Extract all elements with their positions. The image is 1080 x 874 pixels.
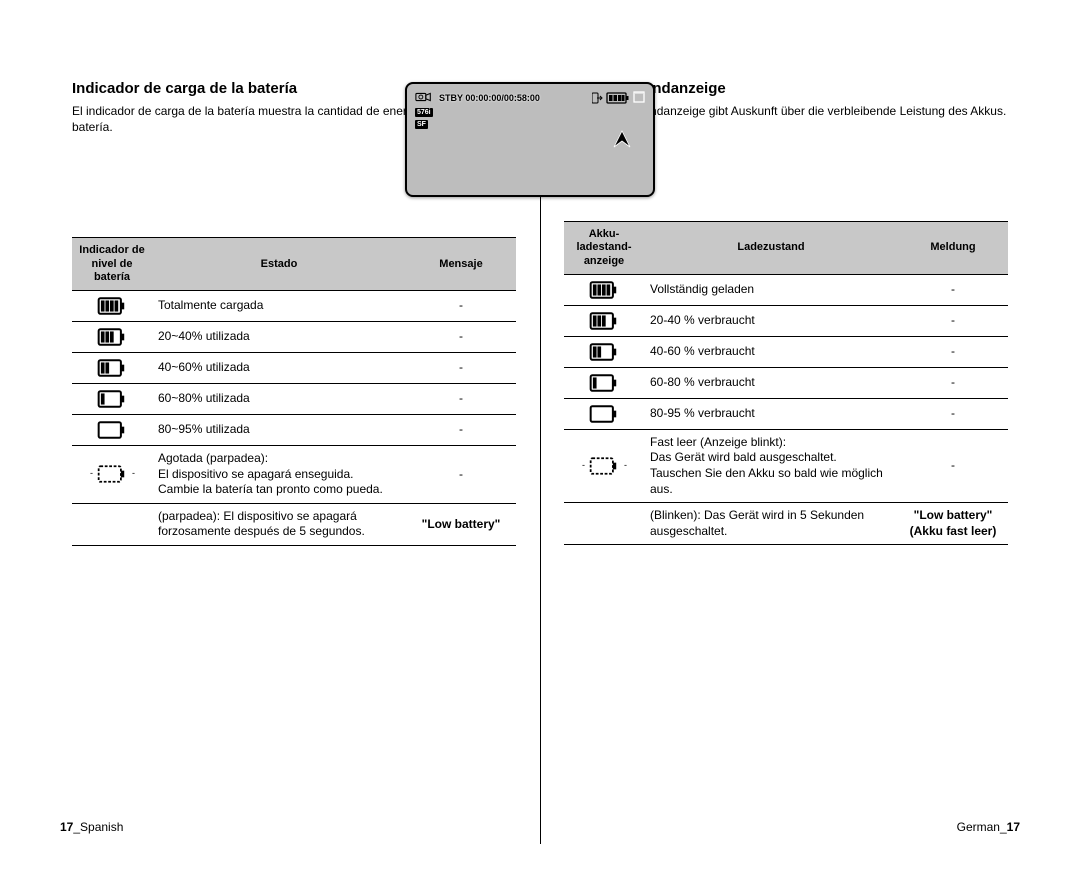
state-cell: (parpadea): El dispositivo se apagará fo… — [152, 503, 406, 545]
battery-level-2-icon — [92, 358, 132, 378]
th-icon-es: Indicador de nivel de batería — [72, 238, 152, 291]
battery-flash-icon: - - — [582, 456, 626, 476]
state-cell: 80~95% utilizada — [152, 414, 406, 445]
battery-level-4-icon — [584, 280, 624, 300]
table-row: 60~80% utilizada- — [72, 383, 516, 414]
tbody-de: Vollständig geladen-20-40 % verbraucht-4… — [564, 274, 1008, 545]
battery-level-3-icon — [92, 327, 132, 347]
battery-flash-icon: - - — [90, 464, 134, 484]
qual-badge: SF — [415, 120, 428, 129]
battery-level-2-icon — [584, 342, 624, 362]
table-row: Totalmente cargada- — [72, 290, 516, 321]
res-badge: 576i — [415, 108, 433, 117]
message-cell: - — [406, 445, 516, 503]
table-row: 20-40 % verbraucht- — [564, 305, 1008, 336]
lcd-preview: STBY 00:00:00/00:58:00 576i SF — [405, 82, 655, 197]
table-row: 80-95 % verbraucht- — [564, 398, 1008, 429]
battery-table-es: Indicador de nivel de batería Estado Men… — [72, 237, 516, 546]
battery-table-de: Akku-ladestand-anzeige Ladezustand Meldu… — [564, 221, 1008, 545]
th-msg-es: Mensaje — [406, 238, 516, 291]
table-row: - - Fast leer (Anzeige blinkt): Das Gerät… — [564, 429, 1008, 502]
battery-icon-cell — [72, 321, 152, 352]
battery-icon-cell — [72, 290, 152, 321]
state-cell: Totalmente cargada — [152, 290, 406, 321]
th-state-de: Ladezustand — [644, 222, 898, 275]
message-cell: "Low battery" — [406, 503, 516, 545]
battery-icon-cell — [72, 383, 152, 414]
battery-icon-cell — [564, 305, 644, 336]
message-cell: - — [898, 305, 1008, 336]
battery-level-1-icon — [92, 389, 132, 409]
footer-es: 17_Spanish — [60, 820, 123, 834]
message-cell: - — [406, 383, 516, 414]
message-cell: - — [406, 414, 516, 445]
battery-icon-cell — [564, 503, 644, 545]
table-row: (Blinken): Das Gerät wird in 5 Sekunden … — [564, 503, 1008, 545]
table-row: 20~40% utilizada- — [72, 321, 516, 352]
battery-level-0-icon — [584, 404, 624, 424]
state-cell: Vollständig geladen — [644, 274, 898, 305]
battery-level-1-icon — [584, 373, 624, 393]
message-cell: - — [898, 429, 1008, 502]
state-cell: 20~40% utilizada — [152, 321, 406, 352]
memory-icon — [633, 91, 645, 105]
page-lang-de: German_ — [957, 820, 1007, 834]
state-cell: (Blinken): Das Gerät wird in 5 Sekunden … — [644, 503, 898, 545]
message-cell: - — [898, 367, 1008, 398]
state-cell: 20-40 % verbraucht — [644, 305, 898, 336]
message-cell: - — [406, 352, 516, 383]
battery-full-icon — [606, 92, 630, 104]
message-cell: - — [898, 398, 1008, 429]
message-cell: "Low battery" (Akku fast leer) — [898, 503, 1008, 545]
table-row: 80~95% utilizada- — [72, 414, 516, 445]
page-lang-es: _Spanish — [73, 820, 123, 834]
battery-icon-cell — [564, 367, 644, 398]
state-cell: Fast leer (Anzeige blinkt): Das Gerät wi… — [644, 429, 898, 502]
tbody-es: Totalmente cargada-20~40% utilizada-40~6… — [72, 290, 516, 545]
footer-de: German_17 — [957, 820, 1020, 834]
state-cell: 40~60% utilizada — [152, 352, 406, 383]
battery-icon-cell — [72, 414, 152, 445]
message-cell: - — [406, 321, 516, 352]
battery-level-4-icon — [92, 296, 132, 316]
state-cell: 40-60 % verbraucht — [644, 336, 898, 367]
manual-page: STBY 00:00:00/00:58:00 576i SF — [0, 0, 1080, 874]
state-cell: 60-80 % verbraucht — [644, 367, 898, 398]
message-cell: - — [406, 290, 516, 321]
battery-icon-cell — [564, 398, 644, 429]
state-cell: 80-95 % verbraucht — [644, 398, 898, 429]
camcorder-icon — [415, 90, 433, 106]
battery-icon-cell: - - — [72, 445, 152, 503]
cursor-icon — [611, 128, 633, 155]
lcd-screen: STBY 00:00:00/00:58:00 576i SF — [405, 82, 655, 197]
table-row: 40-60 % verbraucht- — [564, 336, 1008, 367]
card-present-icon — [592, 92, 606, 104]
th-icon-de: Akku-ladestand-anzeige — [564, 222, 644, 275]
th-msg-de: Meldung — [898, 222, 1008, 275]
battery-icon-cell — [564, 274, 644, 305]
table-row: 40~60% utilizada- — [72, 352, 516, 383]
battery-icon-cell — [72, 503, 152, 545]
table-row: (parpadea): El dispositivo se apagará fo… — [72, 503, 516, 545]
table-row: - - Agotada (parpadea): El dispositivo se… — [72, 445, 516, 503]
message-cell: - — [898, 336, 1008, 367]
th-state-es: Estado — [152, 238, 406, 291]
message-cell: - — [898, 274, 1008, 305]
battery-icon-cell — [564, 336, 644, 367]
table-row: Vollständig geladen- — [564, 274, 1008, 305]
stby-text: STBY 00:00:00/00:58:00 — [439, 93, 540, 103]
table-row: 60-80 % verbraucht- — [564, 367, 1008, 398]
state-cell: Agotada (parpadea): El dispositivo se ap… — [152, 445, 406, 503]
battery-level-3-icon — [584, 311, 624, 331]
page-num-de: 17 — [1007, 820, 1020, 834]
battery-icon-cell: - - — [564, 429, 644, 502]
battery-level-0-icon — [92, 420, 132, 440]
page-num-es: 17 — [60, 820, 73, 834]
center-divider — [540, 85, 541, 844]
battery-icon-cell — [72, 352, 152, 383]
state-cell: 60~80% utilizada — [152, 383, 406, 414]
